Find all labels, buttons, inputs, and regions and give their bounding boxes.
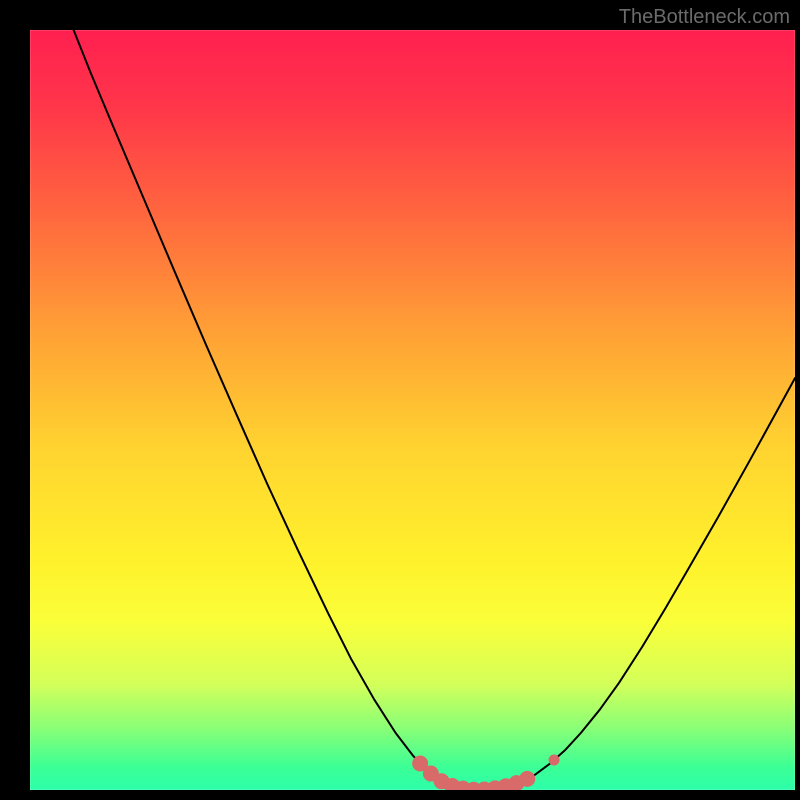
curve-layer	[0, 0, 800, 800]
frame-border-left	[0, 0, 30, 800]
frame-border-bottom	[0, 790, 800, 800]
marker-dot	[520, 771, 535, 786]
bottleneck-curve	[74, 30, 795, 790]
watermark-text: TheBottleneck.com	[619, 6, 790, 29]
marker-dot	[549, 755, 559, 765]
frame-border-right	[795, 0, 800, 800]
bottleneck-chart: TheBottleneck.com	[0, 0, 800, 800]
